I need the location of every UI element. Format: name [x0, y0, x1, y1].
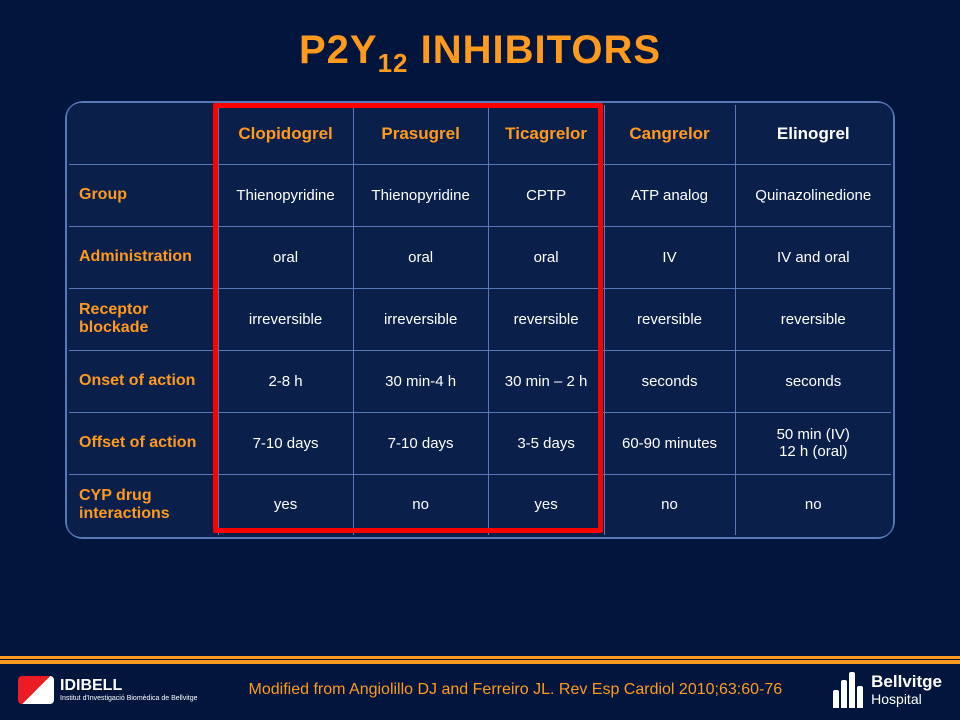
table-border: Clopidogrel Prasugrel Ticagrelor Cangrel…: [65, 101, 895, 539]
idibell-name: IDIBELL: [60, 677, 198, 695]
table-row: Receptor blockade irreversible irreversi…: [68, 288, 892, 350]
table-row: CYP drug interactions yes no yes no no: [68, 474, 892, 536]
row-label: CYP drug interactions: [68, 474, 218, 536]
citation-text: Modified from Angiolillo DJ and Ferreiro…: [198, 681, 834, 699]
col-header: Cangrelor: [604, 104, 735, 164]
corner-cell: [68, 104, 218, 164]
table-row: Onset of action 2-8 h 30 min-4 h 30 min …: [68, 350, 892, 412]
cell: yes: [218, 474, 353, 536]
cell: no: [604, 474, 735, 536]
bellvitge-line2: Hospital: [871, 692, 942, 707]
idibell-logo-block: IDIBELL Institut d'Investigació Biomèdic…: [18, 676, 198, 704]
footer: IDIBELL Institut d'Investigació Biomèdic…: [0, 656, 960, 720]
cell: 7-10 days: [353, 412, 488, 474]
table-row: Offset of action 7-10 days 7-10 days 3-5…: [68, 412, 892, 474]
cell: IV and oral: [735, 226, 892, 288]
cell: 60-90 minutes: [604, 412, 735, 474]
cell: 3-5 days: [488, 412, 604, 474]
idibell-sub: Institut d'Investigació Biomèdica de Bel…: [60, 695, 198, 703]
footer-content: IDIBELL Institut d'Investigació Biomèdic…: [0, 656, 960, 720]
cell: irreversible: [353, 288, 488, 350]
cell: oral: [488, 226, 604, 288]
cell: reversible: [488, 288, 604, 350]
cell: irreversible: [218, 288, 353, 350]
row-label: Onset of action: [68, 350, 218, 412]
comparison-table-wrap: Clopidogrel Prasugrel Ticagrelor Cangrel…: [65, 101, 895, 539]
row-label: Receptor blockade: [68, 288, 218, 350]
bellvitge-logo-block: Bellvitge Hospital: [833, 672, 942, 708]
title-sub: 12: [378, 48, 409, 78]
cell: reversible: [735, 288, 892, 350]
cell: seconds: [604, 350, 735, 412]
idibell-text: IDIBELL Institut d'Investigació Biomèdic…: [60, 677, 198, 702]
cell: Thienopyridine: [353, 164, 488, 226]
bellvitge-icon: [833, 672, 863, 708]
col-header: Prasugrel: [353, 104, 488, 164]
table-header-row: Clopidogrel Prasugrel Ticagrelor Cangrel…: [68, 104, 892, 164]
cell: Quinazolinedione: [735, 164, 892, 226]
cell: yes: [488, 474, 604, 536]
slide-title: P2Y12 INHIBITORS: [0, 0, 960, 101]
table-row: Administration oral oral oral IV IV and …: [68, 226, 892, 288]
cell: 30 min-4 h: [353, 350, 488, 412]
row-label: Group: [68, 164, 218, 226]
table-row: Group Thienopyridine Thienopyridine CPTP…: [68, 164, 892, 226]
cell: 7-10 days: [218, 412, 353, 474]
cell: no: [735, 474, 892, 536]
cell: CPTP: [488, 164, 604, 226]
cell: IV: [604, 226, 735, 288]
cell: Thienopyridine: [218, 164, 353, 226]
cell: 2-8 h: [218, 350, 353, 412]
cell: 50 min (IV) 12 h (oral): [735, 412, 892, 474]
bellvitge-line1: Bellvitge: [871, 673, 942, 692]
cell: ATP analog: [604, 164, 735, 226]
title-post: INHIBITORS: [409, 28, 662, 72]
col-header: Elinogrel: [735, 104, 892, 164]
col-header: Ticagrelor: [488, 104, 604, 164]
row-label: Offset of action: [68, 412, 218, 474]
bellvitge-text: Bellvitge Hospital: [871, 673, 942, 707]
col-header: Clopidogrel: [218, 104, 353, 164]
cell: 30 min – 2 h: [488, 350, 604, 412]
cell: seconds: [735, 350, 892, 412]
cell: no: [353, 474, 488, 536]
cell: oral: [218, 226, 353, 288]
comparison-table: Clopidogrel Prasugrel Ticagrelor Cangrel…: [67, 103, 893, 537]
title-pre: P2Y: [299, 28, 378, 72]
row-label: Administration: [68, 226, 218, 288]
cell: oral: [353, 226, 488, 288]
idibell-icon: [18, 676, 54, 704]
cell: reversible: [604, 288, 735, 350]
